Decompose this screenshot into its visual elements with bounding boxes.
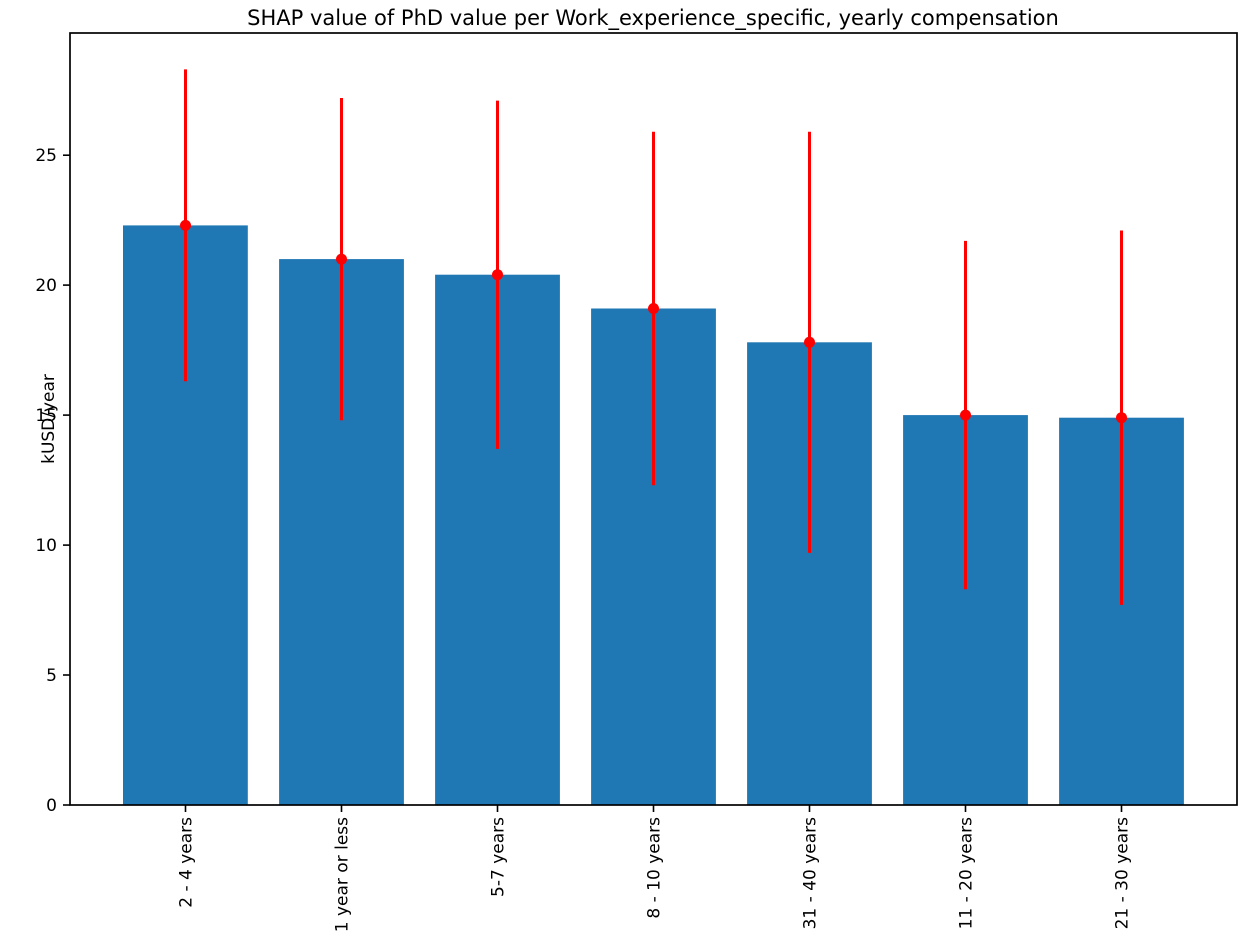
- x-tick-label: 11 - 20 years: [957, 817, 977, 930]
- error-bars-layer: [180, 69, 1127, 605]
- x-tick-label: 5-7 years: [489, 817, 509, 897]
- x-tick-label: 1 year or less: [333, 817, 353, 932]
- x-tick-label: 2 - 4 years: [177, 817, 197, 908]
- error-bar-marker: [960, 409, 971, 421]
- error-bar-marker: [336, 253, 347, 265]
- error-bar-marker: [648, 303, 659, 314]
- bars-layer: [123, 225, 1184, 806]
- x-tick-label: 8 - 10 years: [645, 817, 665, 919]
- y-tick-label: 20: [35, 276, 57, 296]
- y-tick-label: 0: [46, 796, 57, 816]
- y-tick-label: 25: [35, 146, 57, 166]
- y-axis-label: kUSD/year: [39, 374, 59, 464]
- x-tick-label: 21 - 30 years: [1113, 817, 1133, 930]
- y-tick-label: 15: [35, 406, 57, 426]
- error-bar-marker: [1116, 412, 1127, 424]
- error-bar-marker: [492, 269, 503, 281]
- chart-title: SHAP value of PhD value per Work_experie…: [247, 6, 1059, 31]
- y-tick-label: 5: [46, 666, 57, 686]
- x-tick-label: 31 - 40 years: [801, 817, 821, 930]
- ticks-layer: 0 5 10 15 20 25 2 - 4 years 1 year or less 5-7 y…: [35, 146, 1132, 932]
- y-tick-label: 10: [35, 536, 57, 556]
- error-bar-marker: [180, 219, 191, 231]
- error-bar-marker: [804, 336, 815, 348]
